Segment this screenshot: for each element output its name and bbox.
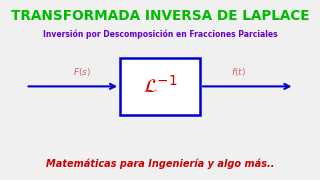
Text: $F(s)$: $F(s)$ xyxy=(73,66,91,78)
Text: $f(t)$: $f(t)$ xyxy=(231,66,246,78)
Text: $\mathcal{L}^{-1}$: $\mathcal{L}^{-1}$ xyxy=(143,76,177,97)
Text: TRANSFORMADA INVERSA DE LAPLACE: TRANSFORMADA INVERSA DE LAPLACE xyxy=(11,9,309,23)
Text: Matemáticas para Ingeniería y algo más..: Matemáticas para Ingeniería y algo más.. xyxy=(46,159,274,169)
Bar xyxy=(120,58,200,115)
Text: Inversión por Descomposición en Fracciones Parciales: Inversión por Descomposición en Fraccion… xyxy=(43,30,277,39)
